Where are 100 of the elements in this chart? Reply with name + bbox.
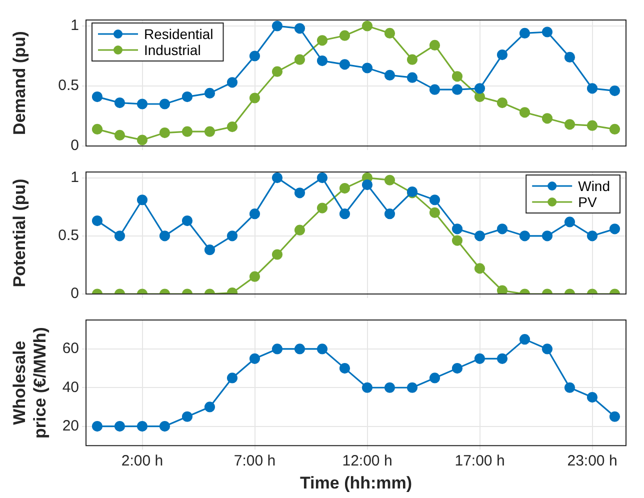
point: [92, 420, 103, 432]
point: [114, 230, 126, 242]
point: [474, 92, 486, 102]
point: [182, 126, 193, 137]
point: [226, 230, 238, 242]
point: [609, 86, 620, 96]
point: [182, 92, 193, 102]
point: [114, 420, 126, 432]
x-tick-label: 7:00 h: [234, 452, 276, 470]
point: [294, 23, 306, 34]
point: [204, 126, 216, 137]
point: [519, 230, 530, 242]
legend-label: Residential: [144, 26, 214, 42]
y-tick-label: 0: [70, 137, 79, 154]
point: [519, 28, 530, 38]
point: [429, 372, 440, 384]
y-axis-title: Demand (pu): [10, 31, 29, 135]
point: [159, 98, 170, 110]
y-tick-label: 0: [70, 285, 79, 302]
point: [496, 50, 508, 60]
point: [316, 56, 328, 66]
point: [249, 50, 260, 62]
point: [204, 402, 216, 412]
point: [294, 344, 306, 354]
point: [542, 344, 553, 354]
point: [92, 216, 103, 226]
point: [384, 208, 396, 220]
y-tick-label: 0.5: [58, 227, 79, 244]
point: [226, 122, 238, 132]
point: [609, 124, 620, 134]
point: [452, 71, 463, 82]
y-tick-label: 0.5: [58, 77, 79, 94]
point: [316, 35, 328, 46]
point: [542, 113, 553, 124]
y-axis-title: Potential (pu): [10, 178, 29, 288]
point: [564, 52, 576, 62]
point: [384, 174, 396, 186]
point: [182, 216, 193, 226]
point: [542, 230, 553, 242]
point: [249, 353, 260, 364]
point: [339, 182, 350, 194]
point: [182, 411, 193, 422]
point: [496, 353, 508, 364]
legend-label: PV: [578, 194, 598, 210]
point: [294, 224, 306, 236]
point: [92, 124, 103, 134]
point: [114, 98, 126, 108]
point: [204, 244, 216, 256]
point: [519, 334, 530, 345]
point: [406, 54, 418, 65]
x-tick-label: 12:00 h: [342, 452, 392, 470]
point: [362, 20, 373, 32]
point: [452, 84, 463, 95]
point: [316, 172, 328, 184]
point: [496, 98, 508, 108]
point: [452, 363, 463, 374]
point: [564, 216, 576, 228]
point: [272, 66, 283, 77]
y-axis-title: Wholesale price (€/MWh): [10, 327, 50, 439]
point: [474, 230, 486, 242]
x-tick-label: 23:00 h: [567, 452, 618, 470]
point: [339, 208, 350, 220]
x-tick-label: 17:00 h: [454, 452, 505, 470]
point: [586, 83, 598, 94]
point: [294, 54, 306, 65]
point: [159, 230, 170, 242]
point: [272, 344, 283, 354]
point: [429, 40, 440, 50]
point: [294, 188, 306, 198]
x-tick-label: 2:00 h: [121, 452, 164, 470]
point: [339, 363, 350, 374]
point: [564, 119, 576, 130]
point: [496, 285, 508, 294]
point: [586, 120, 598, 131]
point: [519, 107, 530, 118]
y-tick-label: 20: [62, 417, 79, 434]
point: [384, 382, 396, 393]
point: [452, 224, 463, 234]
point: [136, 420, 148, 432]
point: [272, 20, 283, 32]
point: [159, 128, 170, 138]
point: [226, 372, 238, 384]
legend-label: Wind: [578, 178, 610, 194]
point: [496, 224, 508, 234]
point: [362, 179, 373, 190]
point: [406, 72, 418, 83]
point: [362, 62, 373, 74]
y-tick-label: 1: [70, 17, 79, 34]
point: [452, 235, 463, 246]
point: [609, 411, 620, 422]
point: [429, 207, 440, 218]
point: [316, 344, 328, 354]
legend-label: Industrial: [144, 42, 201, 58]
point: [204, 88, 216, 98]
point: [339, 59, 350, 70]
point: [159, 420, 170, 432]
point: [542, 26, 553, 38]
point: [406, 382, 418, 393]
point: [474, 353, 486, 364]
point: [136, 194, 148, 206]
